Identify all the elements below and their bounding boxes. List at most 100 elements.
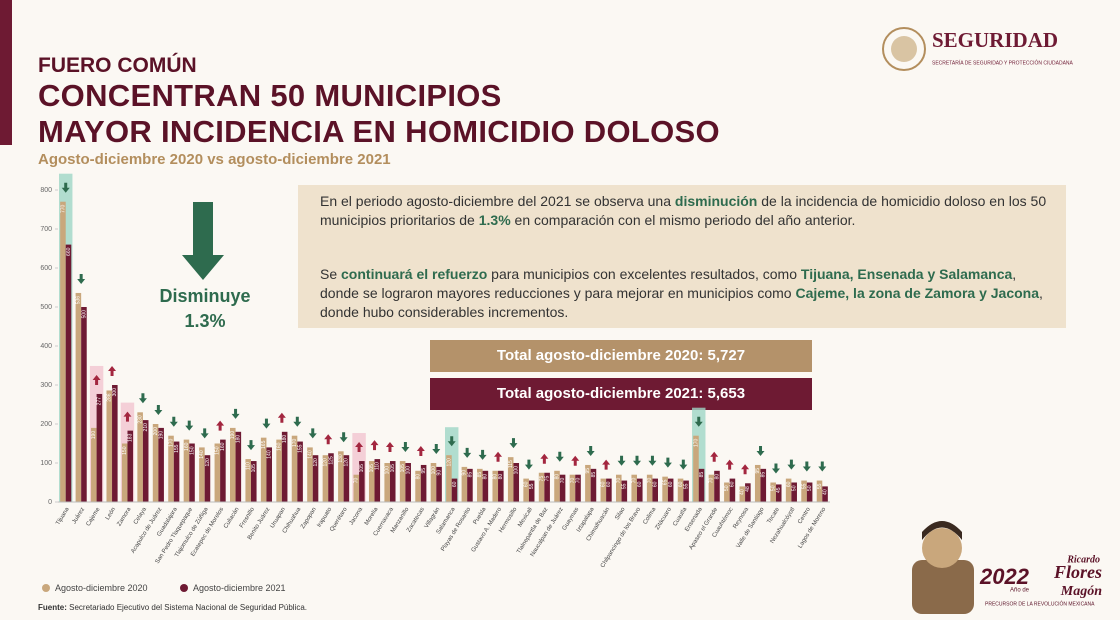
decrease-arrow	[154, 405, 163, 415]
bar	[461, 466, 468, 502]
bar	[667, 478, 674, 502]
legend-item: Agosto-diciembre 2021	[180, 583, 286, 593]
bar	[276, 439, 282, 502]
value-label: 55	[801, 483, 807, 489]
bar	[204, 455, 211, 502]
value-label: 60	[730, 481, 736, 487]
value-label: 60	[452, 481, 458, 487]
decrease-arrow	[771, 463, 780, 474]
value-label: 50	[807, 485, 813, 491]
decrease-arrow	[679, 459, 688, 470]
bar	[569, 474, 576, 502]
x-tick-label: Tecate	[767, 506, 782, 525]
bar	[338, 451, 344, 502]
value-label: 100	[385, 466, 391, 475]
portrait-body	[912, 560, 974, 614]
bar	[405, 463, 411, 502]
text-run: , donde se lograron mayores reducciones …	[320, 266, 1017, 301]
decrease-arrow	[339, 432, 348, 443]
bar	[183, 439, 190, 502]
value-label: 55	[622, 483, 628, 489]
bar	[683, 480, 689, 502]
paragraph: En el periodo agosto-diciembre del 2021 …	[320, 192, 1050, 230]
decrease-arrow	[169, 416, 178, 427]
bar	[281, 431, 288, 502]
value-label: 536	[76, 296, 82, 305]
decrease-arrow	[633, 455, 641, 466]
bar	[260, 437, 267, 502]
value-label: 75	[544, 476, 550, 482]
decrease-arrow	[555, 451, 564, 462]
value-label: 660	[66, 247, 72, 256]
bar	[677, 478, 684, 502]
y-tick-label: 800	[40, 187, 52, 194]
decrease-arrow	[138, 393, 147, 404]
value-label: 110	[246, 462, 252, 470]
increase-arrow	[216, 420, 225, 431]
bar	[745, 483, 751, 502]
value-label: 80	[483, 474, 489, 480]
decrease-arrow	[432, 444, 441, 454]
value-label: 120	[205, 458, 211, 467]
decrease-arrow	[293, 416, 302, 427]
value-label: 80	[554, 474, 560, 480]
decrease-arrow	[401, 442, 410, 453]
value-label: 150	[189, 446, 195, 455]
total: Total agosto-diciembre 2021: 5,653	[496, 385, 746, 402]
value-label: 170	[168, 438, 174, 447]
text-run: en comparación con el mismo periodo del …	[510, 212, 856, 228]
value-label: 85	[591, 472, 597, 478]
value-label: 286	[107, 393, 113, 402]
value-label: 130	[338, 454, 344, 463]
bar	[714, 470, 720, 502]
bar	[96, 393, 103, 502]
x-tick-label: Juárez	[72, 507, 87, 525]
value-label: 60	[668, 481, 674, 487]
bar	[142, 420, 149, 502]
bar	[806, 482, 813, 502]
y-tick-label: 100	[40, 460, 52, 467]
y-tick-label: 700	[40, 226, 52, 233]
title: CONCENTRAN 50 MUNICIPIOS	[38, 78, 502, 113]
decrease-arrow	[617, 455, 626, 466]
bar	[420, 464, 427, 502]
bar	[384, 463, 390, 502]
bar	[121, 443, 128, 502]
bar	[693, 435, 699, 502]
subtitle: Agosto-diciembre 2020 vs agosto-diciembr…	[38, 151, 391, 168]
bar	[415, 470, 421, 502]
decrease-arrow	[787, 459, 796, 470]
bar	[646, 474, 653, 502]
value-label: 500	[81, 310, 87, 319]
text-run: 1.3%	[478, 212, 511, 228]
value-label: 95	[585, 468, 591, 474]
value-label: 40	[740, 489, 746, 495]
year: 2022	[979, 564, 1030, 589]
x-tick-label: Colima	[642, 506, 657, 526]
bar	[430, 463, 437, 502]
text-run: para municipios con excelentes resultado…	[487, 266, 801, 282]
bar	[343, 455, 350, 502]
value-label: 120	[313, 458, 319, 467]
value-label: 115	[508, 460, 514, 468]
bar	[538, 472, 545, 502]
value-label: 50	[771, 485, 777, 491]
value-label: 70	[709, 477, 715, 483]
kicker: FUERO COMÚN	[38, 54, 197, 77]
bar	[631, 474, 637, 502]
decrease-arrow	[694, 416, 703, 427]
increase-arrow	[92, 374, 101, 385]
text-run: Cajeme, la zona de Zamora y Jacona	[795, 285, 1040, 301]
value-label: 90	[462, 470, 468, 476]
decrease-arrow	[447, 436, 456, 447]
value-label: 105	[369, 464, 375, 473]
value-label: 70	[570, 477, 576, 483]
bar	[446, 455, 452, 502]
text-run: disminución	[674, 193, 758, 209]
bar	[528, 480, 535, 502]
value-label: 70	[616, 477, 622, 483]
decrease-arrow	[509, 438, 518, 449]
bar	[606, 478, 612, 502]
x-tick-label: Cajeme	[86, 506, 102, 527]
value-label: 80	[498, 474, 504, 480]
